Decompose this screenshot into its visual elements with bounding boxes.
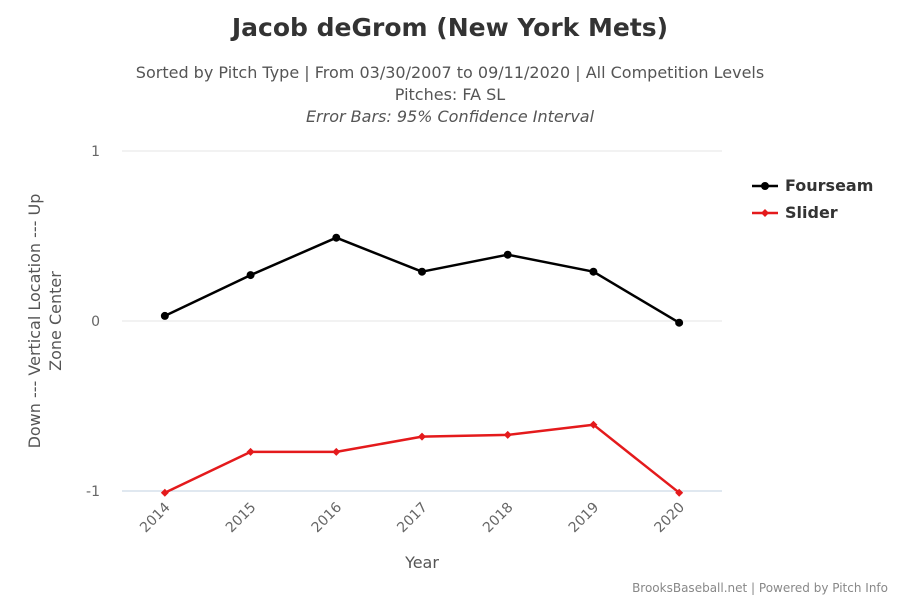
chart-subtitle-line1: Sorted by Pitch Type | From 03/30/2007 t… <box>136 63 764 82</box>
legend-item-slider[interactable]: Slider <box>752 203 838 222</box>
y-axis-title-line2: Zone Center <box>46 271 65 371</box>
data-point-fourseam <box>503 250 512 259</box>
chart-credit: BrooksBaseball.net | Powered by Pitch In… <box>632 581 888 595</box>
data-point-slider <box>246 447 255 456</box>
data-point-fourseam <box>589 267 598 276</box>
y-tick-label: 0 <box>91 314 100 330</box>
chart-subtitle-line2: Pitches: FA SL <box>395 85 506 104</box>
legend: Fourseam Slider <box>752 176 873 222</box>
data-point-slider <box>160 488 169 497</box>
data-point-slider <box>332 447 341 456</box>
y-tick-label: 1 <box>91 144 100 160</box>
data-point-slider <box>503 430 512 439</box>
data-point-fourseam <box>160 311 169 320</box>
legend-label-slider: Slider <box>785 203 838 222</box>
data-point-slider <box>675 488 684 497</box>
legend-item-fourseam[interactable]: Fourseam <box>752 176 873 195</box>
chart-subtitle-line3: Error Bars: 95% Confidence Interval <box>306 107 595 126</box>
y-tick-labels: 1 0 -1 <box>86 144 100 500</box>
legend-marker-fourseam <box>761 182 769 190</box>
legend-marker-slider <box>761 209 769 217</box>
legend-label-fourseam: Fourseam <box>785 176 873 195</box>
y-tick-label: -1 <box>86 484 100 500</box>
series-layer <box>160 233 684 497</box>
grid-layer <box>122 150 722 492</box>
y-axis-title-line1: Down --- Vertical Location --- Up <box>25 194 44 449</box>
data-point-fourseam <box>332 233 341 242</box>
data-point-fourseam <box>675 318 684 327</box>
data-point-fourseam <box>246 271 255 280</box>
x-axis-title: Year <box>404 553 439 572</box>
chart-title: Jacob deGrom (New York Mets) <box>230 13 668 42</box>
data-point-slider <box>589 420 598 429</box>
data-point-slider <box>418 432 426 441</box>
data-point-fourseam <box>418 267 426 276</box>
